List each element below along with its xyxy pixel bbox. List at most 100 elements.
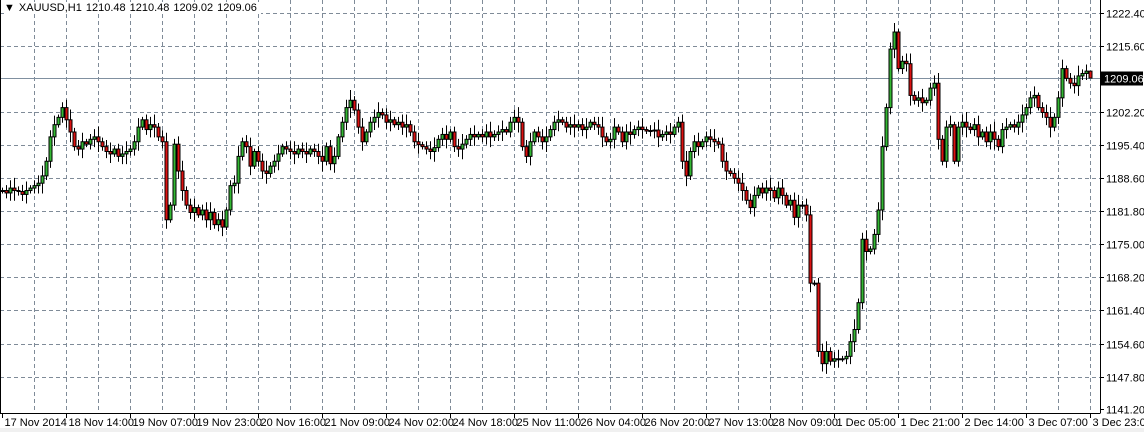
candle-body-bull <box>932 82 937 89</box>
candle <box>748 193 753 215</box>
candle-body-bear <box>516 116 521 123</box>
candle <box>820 343 825 372</box>
candle <box>1036 92 1041 111</box>
candle-body-bear <box>580 124 585 131</box>
candle <box>672 124 677 138</box>
candle-body-bull <box>856 302 861 331</box>
candle-body-bear <box>720 143 725 162</box>
candle-body-bear <box>164 141 169 221</box>
candle-body-bull <box>688 151 693 177</box>
candle <box>496 125 501 142</box>
candle <box>472 125 477 146</box>
candle-body-bull <box>824 350 829 365</box>
candle <box>276 144 281 171</box>
time-tick-label: 26 Nov 04:00 <box>581 417 646 429</box>
candle-body-bull <box>1080 72 1085 77</box>
candle <box>96 126 101 152</box>
candle-body-bear <box>684 160 689 177</box>
candle <box>620 126 625 148</box>
candle <box>452 126 457 152</box>
candle-body-bear <box>152 124 157 128</box>
time-tick-label: 1 Dec 21:00 <box>901 417 960 429</box>
candle <box>272 154 277 173</box>
candle <box>840 355 845 362</box>
candle <box>456 138 461 157</box>
candle <box>160 130 165 149</box>
candle <box>808 205 813 293</box>
candle-body-bull <box>60 107 65 118</box>
candle-body-bull <box>92 136 97 140</box>
candle <box>1004 118 1009 139</box>
candle <box>604 132 609 146</box>
candle <box>76 140 81 156</box>
candle <box>140 116 145 131</box>
candle <box>520 118 525 151</box>
candle <box>124 141 129 165</box>
candle <box>640 118 645 139</box>
candle <box>0 187 5 194</box>
candle <box>652 122 657 139</box>
candle-body-bull <box>1076 75 1081 87</box>
time-tick-label: 1 Dec 05:00 <box>837 417 896 429</box>
candle <box>844 350 849 365</box>
candle-body-bull <box>860 238 865 304</box>
candle-body-bear <box>740 182 745 192</box>
candle-body-bear <box>212 211 217 226</box>
candle-body-bull <box>1032 94 1037 99</box>
candle <box>788 194 793 211</box>
price-axis[interactable]: 1222.40 1215.60 1202.20 1195.40 1188.60 1181.… <box>1100 9 1144 417</box>
candle-body-bull <box>228 185 233 211</box>
candle-body-bull <box>112 148 117 155</box>
candle-body-bull <box>120 153 125 157</box>
candle <box>408 120 413 137</box>
candle <box>660 130 665 142</box>
candle-body-bear <box>256 151 261 162</box>
candle-body-bear <box>1048 116 1053 128</box>
candle-body-bull <box>988 131 993 143</box>
candle <box>428 141 433 160</box>
candle <box>204 202 209 228</box>
candle <box>52 115 57 146</box>
candle-body-bear <box>768 187 773 192</box>
candle-body-bull <box>672 126 677 135</box>
candle <box>948 115 953 137</box>
candle-body-bear <box>992 131 997 140</box>
candle <box>956 121 961 167</box>
candle-body-bear <box>400 121 405 128</box>
candle-body-bear <box>736 177 741 184</box>
candle-body-bull <box>484 131 489 138</box>
candle-body-bull <box>512 116 517 123</box>
candle <box>88 133 93 150</box>
candle <box>264 160 269 184</box>
triangle-down-icon[interactable]: ▼ <box>4 2 15 14</box>
candle-body-bull <box>432 147 437 153</box>
candle-body-bull <box>396 121 401 126</box>
candle-body-bull <box>172 143 177 206</box>
candle <box>212 208 217 229</box>
price-tick-label: 1181.80 <box>1106 207 1144 219</box>
candle <box>84 138 89 148</box>
candle <box>960 114 965 135</box>
candle-body-bear <box>144 119 149 131</box>
candle <box>208 202 213 231</box>
candle-body-bull <box>0 190 5 193</box>
candle-body-bear <box>456 146 461 150</box>
candle-body-bull <box>276 153 281 162</box>
candle <box>828 347 833 366</box>
candle-body-bear <box>504 129 509 133</box>
candle-body-bull <box>268 165 273 174</box>
candle <box>684 151 689 187</box>
candle-body-bear <box>84 141 89 145</box>
candle <box>216 213 221 232</box>
candle-body-bull <box>548 129 553 138</box>
candle <box>1080 69 1085 81</box>
candle-body-bear <box>64 107 69 121</box>
candle <box>60 102 65 123</box>
candle-body-bear <box>244 141 249 148</box>
candle <box>760 182 765 199</box>
candle <box>312 143 317 157</box>
candle-body-bull <box>208 211 213 221</box>
candle <box>172 138 177 211</box>
